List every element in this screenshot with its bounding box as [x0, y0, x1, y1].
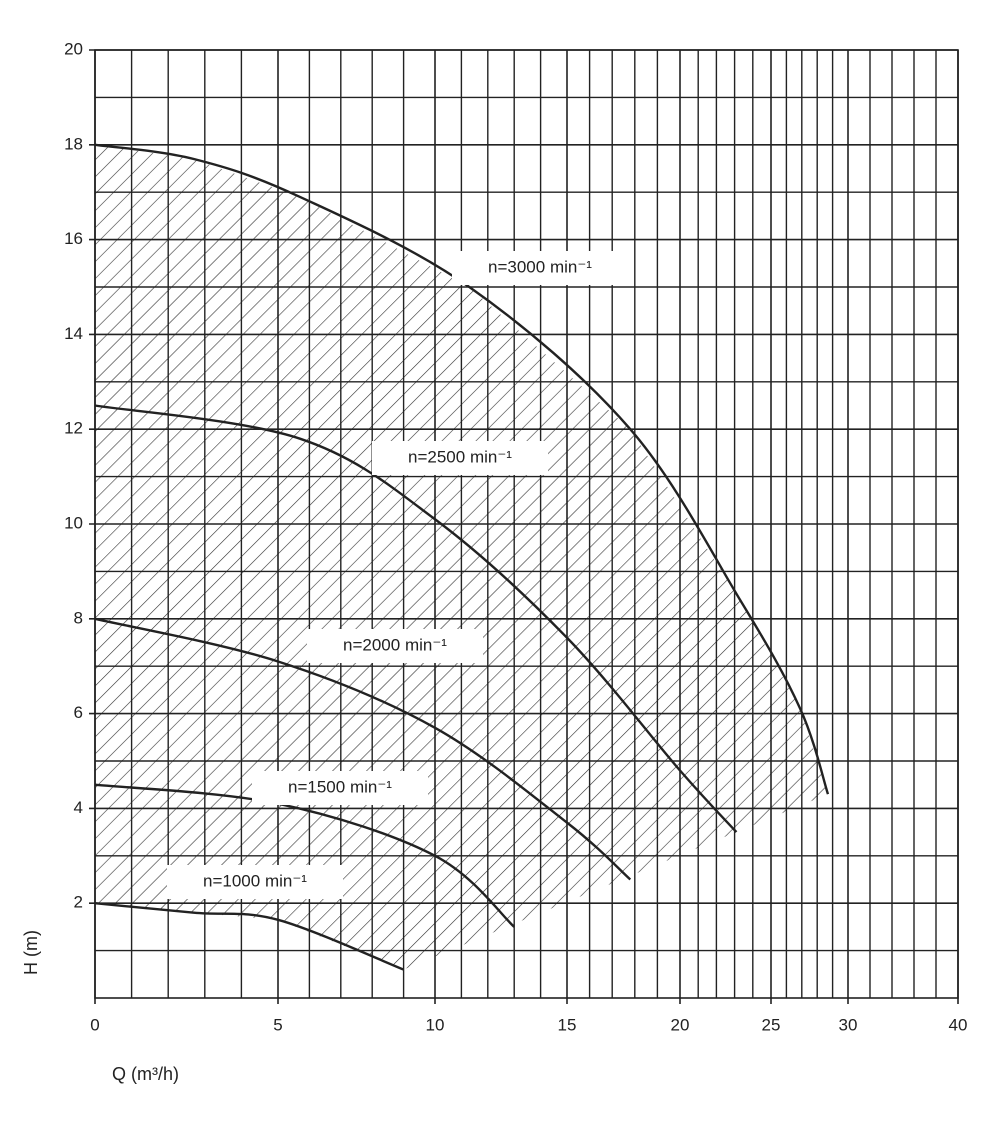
curve [94, 902, 405, 971]
x-tick-label: 15 [558, 1015, 577, 1034]
y-tick-label: 10 [64, 513, 83, 532]
label-box [452, 251, 628, 285]
y-tick-label: 4 [74, 798, 83, 817]
curve-label: n=1500 min⁻¹ [288, 777, 392, 796]
y-tick-label: 6 [74, 703, 83, 722]
y-axis-label: H (m) [21, 930, 41, 975]
label-box [252, 771, 428, 805]
label-box [372, 441, 548, 475]
x-tick-label: 25 [762, 1015, 781, 1034]
x-tick-label: 30 [839, 1015, 858, 1034]
x-tick-label: 10 [426, 1015, 445, 1034]
label-box [307, 629, 483, 663]
x-tick-label: 5 [273, 1015, 282, 1034]
y-tick-label: 16 [64, 229, 83, 248]
x-axis-label: Q (m³/h) [112, 1064, 179, 1084]
x-tick-label: 0 [90, 1015, 99, 1034]
x-tick-label: 40 [949, 1015, 968, 1034]
x-tick-label: 20 [671, 1015, 690, 1034]
y-tick-label: 8 [74, 608, 83, 627]
curve [94, 143, 830, 795]
y-tick-label: 2 [74, 893, 83, 912]
curve [94, 617, 632, 881]
curve-label: n=3000 min⁻¹ [488, 257, 592, 276]
curve-label: n=2000 min⁻¹ [343, 635, 447, 654]
curve [94, 404, 738, 833]
curve-label: n=1000 min⁻¹ [203, 871, 307, 890]
plot-frame [94, 49, 959, 999]
y-tick-label: 20 [64, 39, 83, 58]
y-tick-label: 12 [64, 419, 83, 438]
label-box [167, 865, 343, 899]
y-tick-label: 14 [64, 324, 83, 343]
y-tick-label: 18 [64, 134, 83, 153]
curve-label: n=2500 min⁻¹ [408, 447, 512, 466]
curve [94, 783, 516, 928]
